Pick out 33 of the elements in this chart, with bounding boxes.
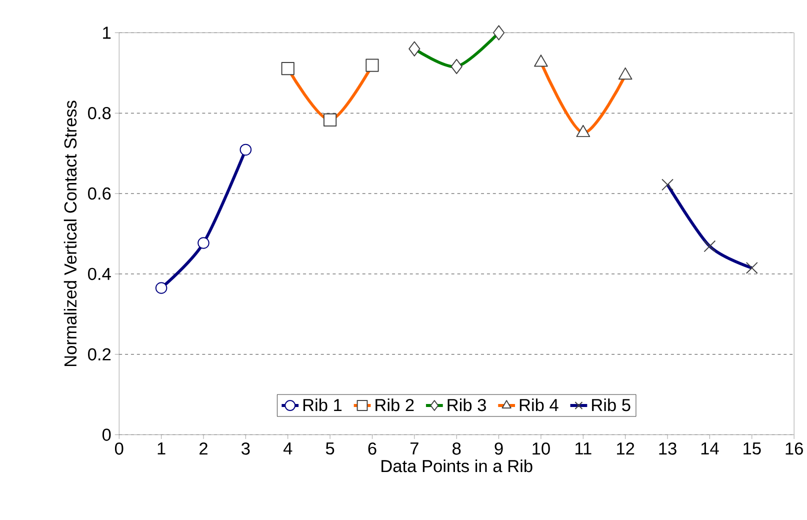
y-tick-label: 0.8 — [88, 106, 111, 120]
y-tick-label: 1 — [103, 26, 111, 39]
x-tick-label: 11 — [575, 442, 592, 454]
x-axis-title: Data Points in a Rib — [382, 459, 532, 472]
legend-label: Rib 1 — [303, 398, 342, 412]
x-tick-label: 3 — [242, 442, 250, 455]
y-tick-label: 0.6 — [88, 187, 111, 200]
x-tick-label: 6 — [368, 442, 376, 455]
x-tick-label: 15 — [744, 442, 761, 454]
x-tick-label: 7 — [410, 442, 418, 454]
y-tick-label: 0 — [102, 428, 111, 441]
y-axis-title: Normalized Vertical Contact Stress — [64, 100, 77, 366]
legend-label: Rib 5 — [592, 398, 630, 412]
y-tick-label: 0.4 — [88, 268, 111, 280]
legend-label: Rib 4 — [520, 398, 558, 412]
x-tick-label: 2 — [200, 442, 208, 454]
y-tick-label: 0.2 — [88, 348, 111, 360]
legend-label: Rib 2 — [376, 398, 414, 412]
x-tick-label: 14 — [701, 442, 719, 454]
legend-label: Rib 3 — [448, 398, 486, 412]
x-tick-label: 12 — [617, 442, 634, 454]
point — [240, 144, 252, 156]
point — [155, 282, 168, 294]
x-tick-label: 0 — [114, 442, 124, 455]
x-tick-label: 13 — [659, 442, 676, 455]
x-tick-label: 1 — [158, 442, 166, 454]
point — [198, 237, 210, 249]
x-tick-label: 5 — [326, 442, 334, 454]
x-tick-label: 9 — [494, 442, 503, 455]
x-tick-label: 16 — [786, 442, 803, 455]
x-tick-label: 10 — [532, 442, 550, 455]
x-tick-label: 8 — [452, 442, 461, 455]
x-tick-label: 4 — [283, 442, 292, 454]
